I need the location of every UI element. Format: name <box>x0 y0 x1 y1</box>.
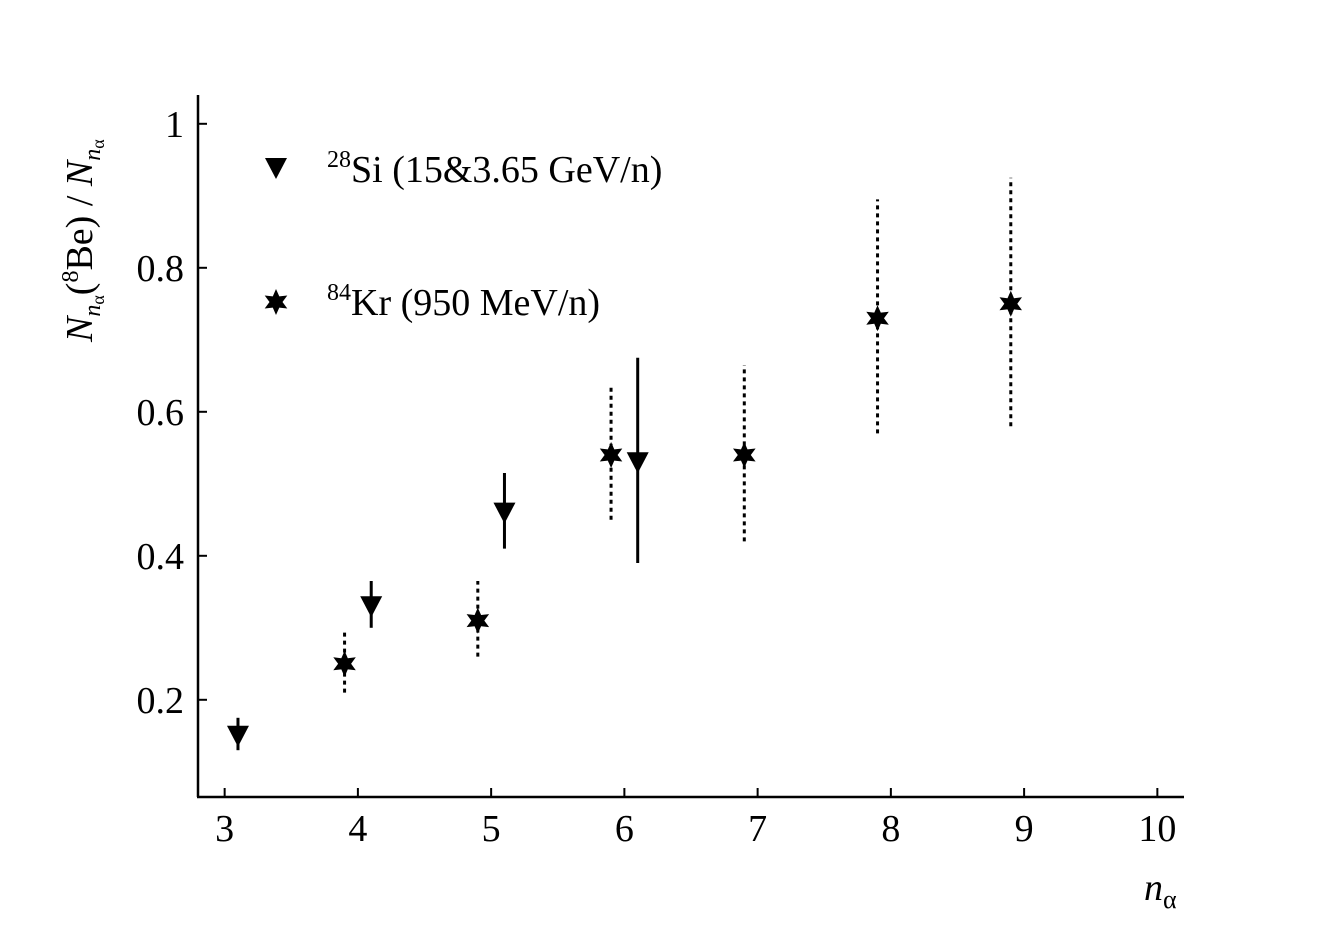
triangle-marker-p3 <box>626 452 649 474</box>
star-marker-p2 <box>599 442 623 468</box>
legend-label-kr-base: Kr (950 MeV/n) <box>351 282 600 324</box>
x-axis-label-alpha: α <box>1163 885 1177 914</box>
legend-label-kr: 84Kr (950 MeV/n) <box>327 280 600 324</box>
y-axis-label-slash: / <box>59 186 101 216</box>
x-tick-label-6: 6 <box>615 808 634 850</box>
y-axis-label-sub-alpha: α <box>88 295 108 305</box>
legend-marker-si <box>265 158 287 179</box>
y-axis-label-n: N <box>59 314 101 343</box>
legend-marker-kr <box>264 289 288 315</box>
star-marker-p3 <box>733 442 756 468</box>
y-tick-label-0.6: 0.6 <box>137 392 185 434</box>
star-marker-p4 <box>866 305 889 332</box>
ticks <box>198 122 1159 797</box>
y-axis-label-n2: N <box>59 158 101 187</box>
legend-label-kr-sup: 84 <box>327 280 351 306</box>
x-axis-label: nα <box>1144 867 1177 914</box>
legend-label-si: 28Si (15&3.65 GeV/n) <box>327 147 662 191</box>
y-tick-label-0.8: 0.8 <box>137 248 185 290</box>
triangle-marker-p2 <box>493 502 516 524</box>
y-tick-label-0.2: 0.2 <box>137 680 185 722</box>
y-axis-label-be: Be <box>59 228 101 270</box>
error-bars <box>236 177 1013 751</box>
x-tick-label-3: 3 <box>215 808 234 850</box>
markers <box>226 290 1022 747</box>
y-axis-label-sub-n: n <box>80 305 106 317</box>
star-marker-p0 <box>333 650 356 677</box>
legend-star-icon <box>264 289 288 315</box>
axes <box>196 95 1184 799</box>
y-tick-label-0.4: 0.4 <box>137 536 185 578</box>
y-tick-label-1: 1 <box>165 104 184 146</box>
x-tick-label-8: 8 <box>881 808 900 850</box>
y-axis-label-sub-alpha2: α <box>88 139 108 149</box>
y-axis-label-open: ( <box>59 283 101 296</box>
x-tick-label-5: 5 <box>482 808 501 850</box>
legend-triangle-icon <box>265 158 287 179</box>
x-axis-label-n: n <box>1144 867 1163 909</box>
star-marker-p1 <box>466 607 490 634</box>
legend-label-si-sup: 28 <box>327 147 351 173</box>
legend-label-si-base: Si (15&3.65 GeV/n) <box>351 149 662 191</box>
x-tick-label-10: 10 <box>1138 808 1176 850</box>
y-axis-label-close: ) <box>59 216 101 229</box>
tick-labels: 3 4 5 6 7 8 9 10 0.2 0.4 0.6 0.8 1 <box>137 104 1177 850</box>
y-axis-label: Nnα(8Be) / Nnα <box>58 139 108 343</box>
y-axis-label-sub-n2: n <box>80 149 106 161</box>
triangle-marker-p1 <box>360 596 383 618</box>
y-axis-label-sup: 8 <box>58 271 84 283</box>
x-tick-label-4: 4 <box>348 808 367 850</box>
legend: 28Si (15&3.65 GeV/n) 84Kr (950 MeV/n) <box>264 147 662 324</box>
x-tick-label-7: 7 <box>748 808 767 850</box>
triangle-marker-p0 <box>226 725 249 747</box>
star-marker-p5 <box>999 290 1022 317</box>
x-tick-label-9: 9 <box>1015 808 1034 850</box>
